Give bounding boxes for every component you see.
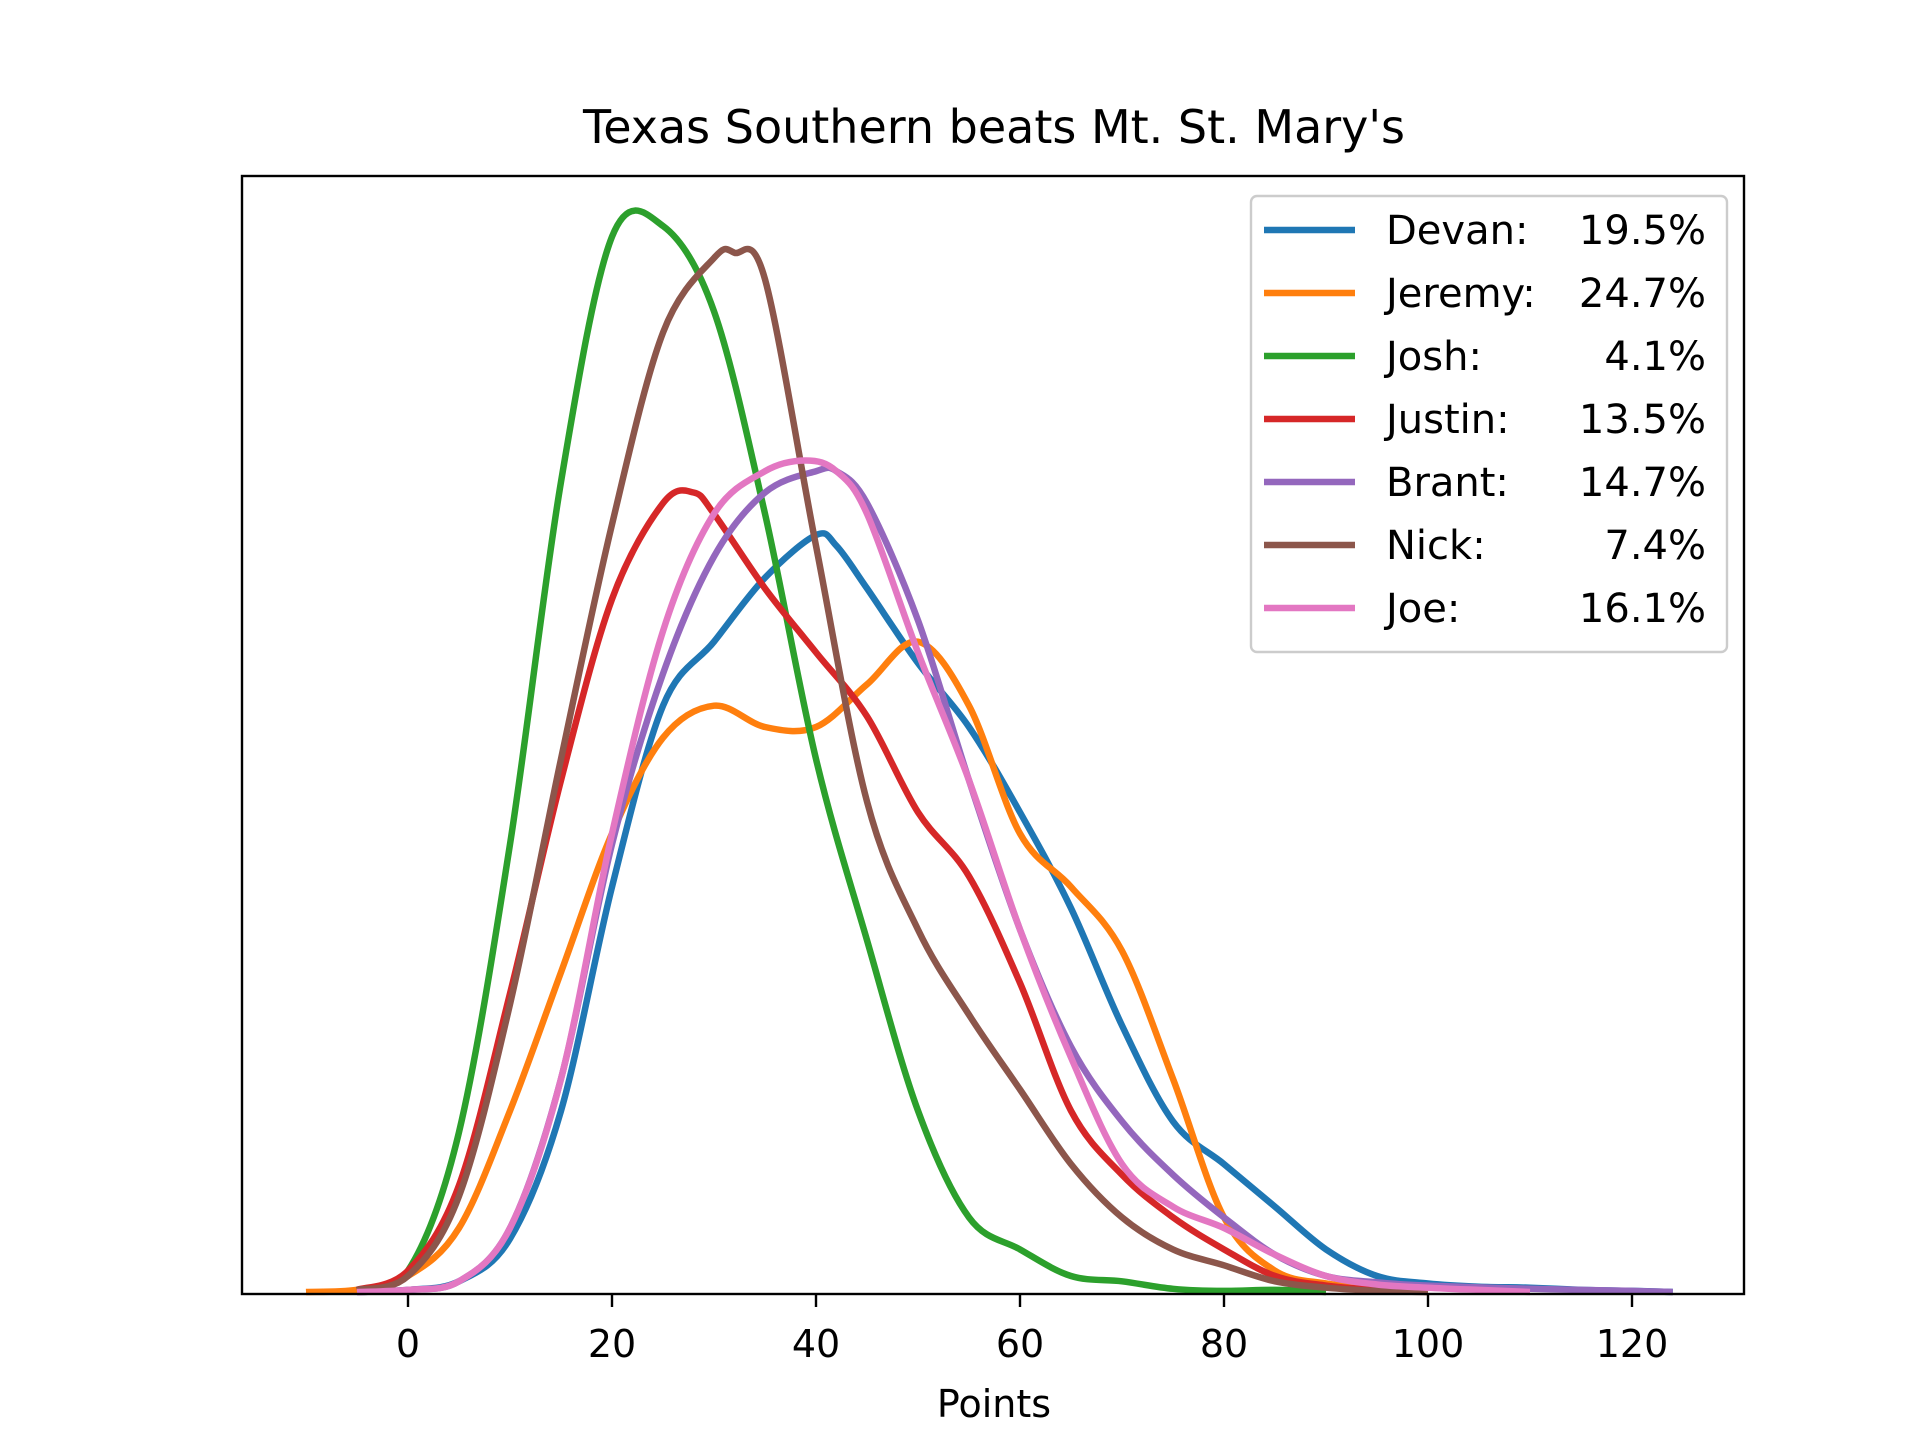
x-tick-label: 60 (996, 1322, 1044, 1366)
x-tick-label: 0 (396, 1322, 420, 1366)
legend-entry-percent: 14.7% (1579, 460, 1706, 506)
x-axis-label: Points (937, 1382, 1051, 1426)
legend-entry-percent: 19.5% (1579, 208, 1706, 254)
legend-entry-name: Justin: (1383, 397, 1510, 443)
legend-entry-name: Nick: (1386, 523, 1486, 569)
legend-entry-name: Devan: (1386, 208, 1528, 254)
legend-entry-name: Jeremy: (1383, 271, 1536, 317)
x-axis-ticks: 0 20 40 60 80 100 120 (396, 1294, 1668, 1366)
legend-entry-name: Joe: (1383, 586, 1460, 632)
x-tick-label: 100 (1392, 1322, 1465, 1366)
chart-title: Texas Southern beats Mt. St. Mary's (582, 100, 1405, 154)
plot-frame (240, 174, 1746, 1296)
legend: Devan: 19.5% Jeremy: 24.7% Josh: 4.1% Justin: 1… (1249, 194, 1729, 654)
series-line-jeremy (305, 638, 1429, 1296)
legend-box (1249, 194, 1729, 654)
series-line-josh (355, 207, 1327, 1296)
legend-entry-percent: 13.5% (1579, 397, 1706, 443)
series-line-joe (356, 457, 1531, 1296)
x-tick-label: 40 (792, 1322, 840, 1366)
series-line-nick (356, 245, 1429, 1296)
legend-entry-percent: 7.4% (1604, 523, 1706, 569)
legend-entry-name: Josh: (1383, 334, 1482, 380)
legend-entry-name: Brant: (1386, 460, 1509, 506)
series-curves (305, 207, 1673, 1296)
legend-entry-percent: 24.7% (1579, 271, 1706, 317)
legend-entry-percent: 4.1% (1604, 334, 1706, 380)
x-tick-label: 120 (1596, 1322, 1669, 1366)
x-tick-label: 80 (1200, 1322, 1248, 1366)
x-tick-label: 20 (588, 1322, 636, 1366)
legend-entry-percent: 16.1% (1579, 586, 1706, 632)
